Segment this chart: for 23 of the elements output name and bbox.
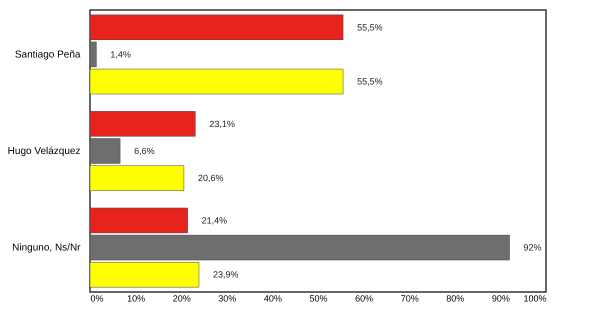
x-tick-label: 100% bbox=[523, 294, 546, 304]
x-tick-label: 10% bbox=[127, 294, 146, 304]
data-label: 23,1% bbox=[209, 118, 235, 129]
data-label: 55,5% bbox=[357, 22, 383, 32]
x-tick-label: 70% bbox=[400, 294, 419, 304]
x-tick-label: 0% bbox=[90, 294, 104, 304]
x-tick-label: 60% bbox=[355, 294, 374, 304]
data-label: 1,4% bbox=[110, 49, 131, 60]
data-label: 21,4% bbox=[202, 215, 228, 226]
data-label: 20,6% bbox=[198, 173, 224, 184]
data-label: 23,9% bbox=[212, 270, 239, 280]
data-label: 92% bbox=[524, 242, 542, 253]
x-tick-label: 50% bbox=[309, 294, 328, 304]
data-label: 55,5% bbox=[357, 76, 383, 87]
x-tick-label: 40% bbox=[264, 294, 282, 304]
data-label: 6,6% bbox=[134, 146, 155, 156]
y-tick-label: Ninguno, Ns/Nr bbox=[12, 242, 82, 254]
x-tick-label: 30% bbox=[218, 294, 236, 304]
x-tick-label: 80% bbox=[446, 294, 464, 304]
y-tick-label: Hugo Velázquez bbox=[8, 146, 80, 157]
x-tick-label: 90% bbox=[492, 294, 510, 304]
x-tick-label: 20% bbox=[172, 294, 191, 304]
y-tick-label: Santiago Peña bbox=[14, 49, 81, 60]
